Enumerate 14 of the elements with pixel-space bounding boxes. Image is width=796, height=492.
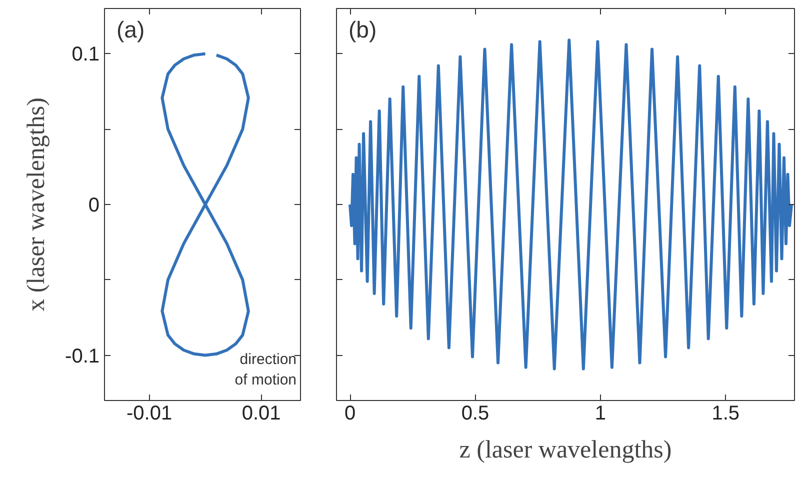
- x-tick-label: 1.5: [712, 402, 740, 424]
- x-tick-label: -0.01: [126, 402, 172, 424]
- annotation: direction of motion: [234, 351, 297, 388]
- y-axis-title: x (laser wavelengths): [23, 98, 50, 312]
- x-tick-label: 1: [594, 402, 606, 424]
- x-axis-title: z (laser wavelengths): [459, 436, 672, 464]
- chart-title: (a): [116, 16, 145, 42]
- x-tick-label: 0: [344, 402, 356, 424]
- x-tick-label: 0.01: [242, 402, 281, 424]
- y-tick-label: -0.1: [65, 345, 100, 368]
- chart-title: (b): [348, 16, 377, 42]
- y-tick-label: 0.1: [72, 44, 100, 66]
- x-tick-label: 0.5: [461, 402, 490, 424]
- y-tick-label: 0: [88, 194, 100, 216]
